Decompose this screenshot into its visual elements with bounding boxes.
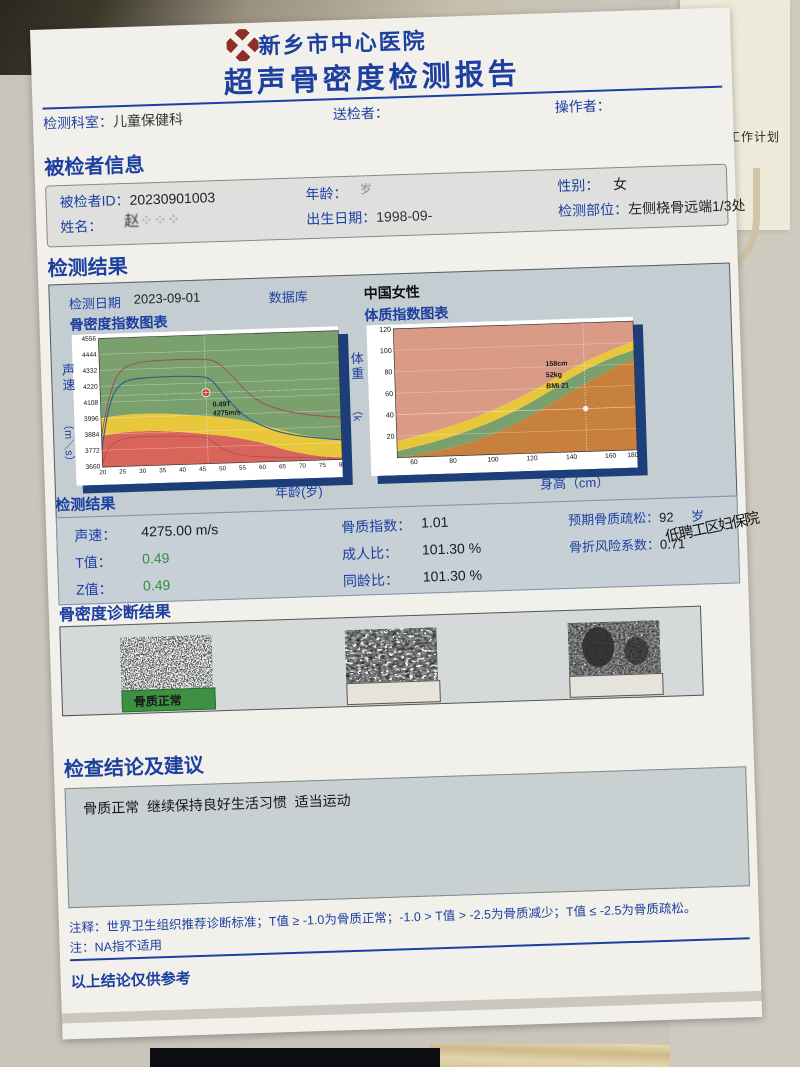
svg-text:120: 120 [526, 455, 538, 462]
svg-text:0.49T: 0.49T [212, 400, 231, 409]
svg-text:65: 65 [279, 463, 287, 470]
svg-text:55: 55 [239, 465, 247, 472]
svg-text:70: 70 [299, 463, 307, 470]
svg-text:52kg: 52kg [546, 371, 562, 380]
svg-text:0: 0 [342, 376, 344, 383]
svg-text:45: 45 [199, 466, 207, 473]
svg-text:-2: -2 [343, 407, 344, 414]
svg-text:140: 140 [566, 454, 578, 461]
svg-text:100: 100 [380, 347, 392, 355]
svg-text:180: 180 [627, 452, 639, 459]
svg-text:25: 25 [119, 468, 127, 475]
svg-text:30: 30 [139, 468, 147, 475]
svg-text:60: 60 [259, 464, 267, 471]
svg-text:2: 2 [341, 344, 344, 351]
svg-text:4332: 4332 [82, 368, 97, 375]
svg-text:1: 1 [342, 360, 345, 367]
svg-text:40: 40 [179, 467, 187, 474]
svg-text:20: 20 [386, 433, 394, 441]
svg-text:BMI 21: BMI 21 [546, 382, 569, 391]
svg-text:75: 75 [319, 462, 327, 469]
svg-text:60: 60 [385, 390, 393, 398]
svg-text:3996: 3996 [84, 416, 99, 423]
svg-text:158cm: 158cm [545, 359, 567, 368]
svg-text:35: 35 [159, 467, 167, 474]
svg-text:-1: -1 [343, 392, 345, 399]
svg-text:3: 3 [341, 328, 345, 335]
svg-text:100: 100 [487, 456, 499, 463]
svg-text:4444: 4444 [82, 352, 97, 359]
svg-text:160: 160 [605, 453, 617, 460]
svg-text:80: 80 [449, 458, 457, 465]
svg-text:80: 80 [339, 461, 345, 468]
svg-text:40: 40 [386, 411, 394, 419]
svg-text:80: 80 [384, 368, 392, 376]
svg-text:20: 20 [99, 469, 107, 476]
svg-text:4220: 4220 [83, 384, 98, 391]
svg-text:3884: 3884 [84, 432, 99, 439]
svg-text:4556: 4556 [81, 336, 96, 343]
svg-text:60: 60 [410, 459, 418, 466]
svg-text:-3: -3 [344, 423, 345, 430]
svg-text:4275m/s: 4275m/s [213, 409, 241, 418]
svg-text:3660: 3660 [85, 464, 100, 471]
svg-text:50: 50 [219, 465, 227, 472]
svg-text:4108: 4108 [83, 400, 98, 407]
svg-text:120: 120 [379, 326, 391, 334]
svg-text:3772: 3772 [85, 448, 100, 455]
